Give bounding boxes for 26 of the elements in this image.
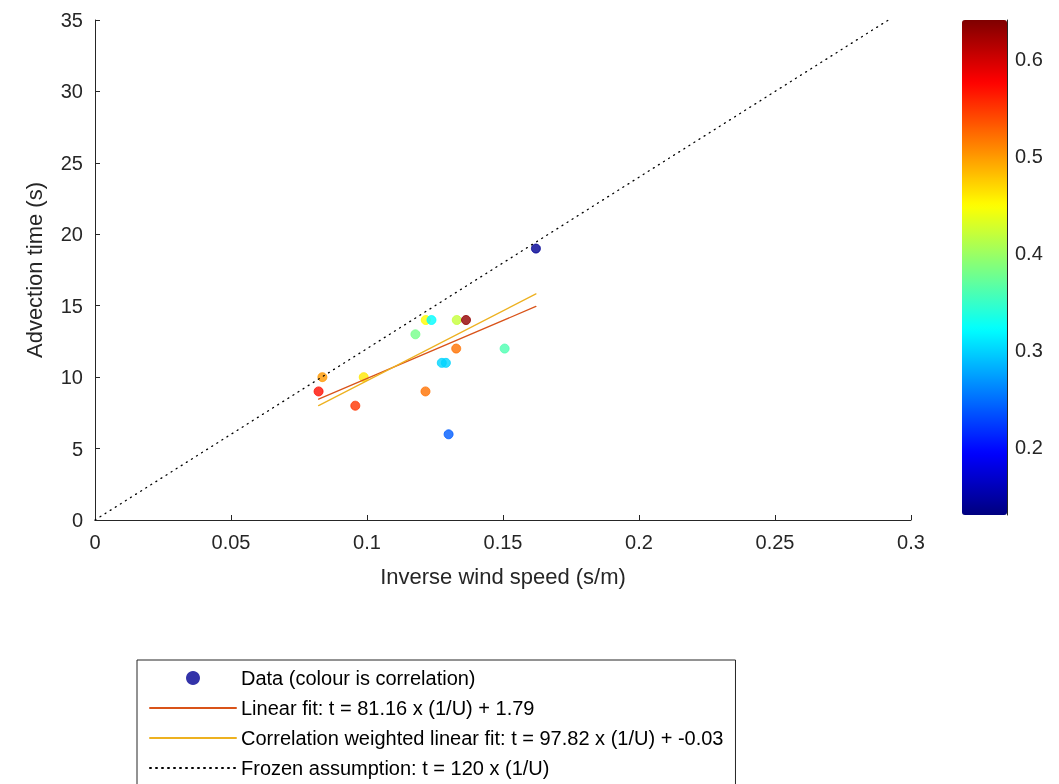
- y-tick-label: 25: [60, 151, 83, 174]
- y-tick-label: 0: [71, 509, 83, 531]
- y-tick-label: 30: [60, 80, 83, 103]
- color-bar-label: 0.4: [1015, 241, 1043, 264]
- x-tick-label: 0.2: [625, 531, 653, 553]
- y-tick-label: 20: [60, 223, 83, 246]
- y-axis-title: Advection time (s): [21, 181, 47, 359]
- legend-label: Data (colour is correlation): [241, 667, 476, 689]
- legend-label: Correlation weighted linear fit: t = 97.82 x (1/U) + -0.03: [241, 727, 724, 749]
- color-bar-label: 0.5: [1015, 144, 1043, 167]
- y-tick-label: 5: [71, 437, 83, 460]
- color-bar-label: 0.6: [1015, 47, 1043, 70]
- y-tick-label: 35: [60, 9, 83, 31]
- x-tick-label: 0.15: [483, 531, 523, 553]
- x-axis-title: Inverse wind speed (s/m): [380, 563, 626, 589]
- color-bar-label: 0.3: [1015, 339, 1043, 361]
- x-tick-label: 0: [89, 531, 101, 553]
- legend-label: Frozen assumption: t = 120 x (1/U): [241, 757, 550, 779]
- x-tick-label: 0.1: [353, 531, 381, 553]
- y-tick-label: 15: [60, 294, 83, 317]
- y-tick-label: 10: [60, 366, 83, 389]
- legend-label: Linear fit: t = 81.16 x (1/U) + 1.79: [241, 697, 535, 719]
- x-tick-label: 0.3: [897, 531, 925, 553]
- color-bar-label: 0.2: [1015, 436, 1043, 459]
- x-tick-label: 0.25: [755, 531, 795, 553]
- x-tick-label: 0.05: [211, 531, 251, 553]
